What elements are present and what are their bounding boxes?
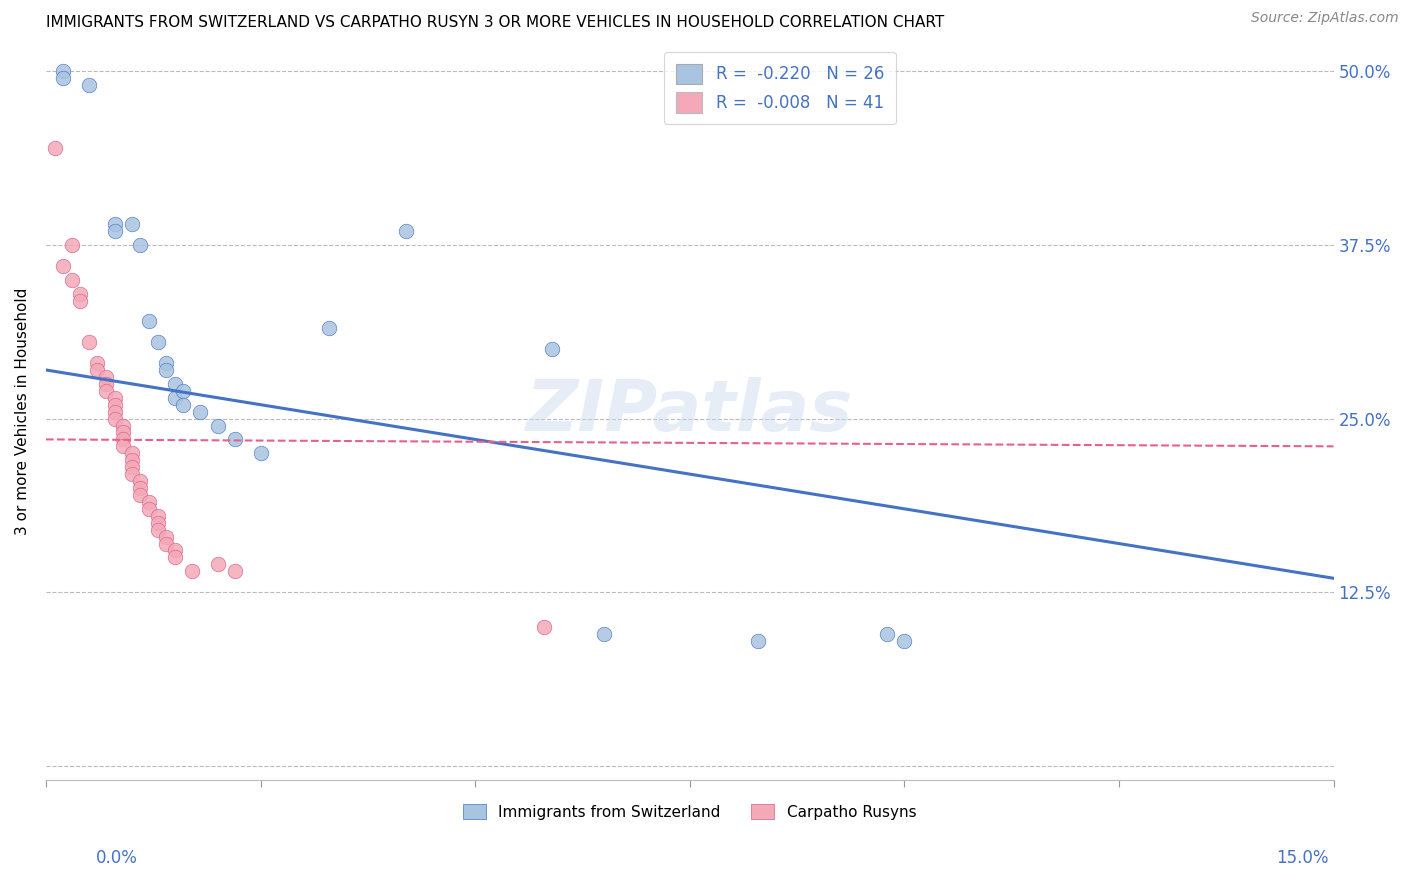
Point <box>318 321 340 335</box>
Text: 15.0%: 15.0% <box>1277 849 1329 867</box>
Point <box>224 433 246 447</box>
Point <box>121 467 143 482</box>
Point <box>69 293 91 308</box>
Point <box>104 404 127 418</box>
Point <box>155 536 177 550</box>
Text: Source: ZipAtlas.com: Source: ZipAtlas.com <box>1251 11 1399 25</box>
Point <box>155 356 177 370</box>
Point <box>163 391 186 405</box>
Point <box>593 627 616 641</box>
Point <box>104 411 127 425</box>
Point <box>60 273 83 287</box>
Point <box>112 418 135 433</box>
Point <box>155 530 177 544</box>
Point <box>876 627 898 641</box>
Point <box>155 363 177 377</box>
Text: ZIPatlas: ZIPatlas <box>526 377 853 446</box>
Point <box>163 543 186 558</box>
Point <box>86 363 108 377</box>
Point <box>52 71 75 86</box>
Point <box>104 224 127 238</box>
Point <box>893 633 915 648</box>
Point <box>104 398 127 412</box>
Point <box>121 446 143 460</box>
Point <box>129 481 152 495</box>
Point <box>163 550 186 565</box>
Point <box>121 453 143 467</box>
Point <box>77 78 100 93</box>
Point <box>146 516 169 530</box>
Point <box>86 356 108 370</box>
Y-axis label: 3 or more Vehicles in Household: 3 or more Vehicles in Household <box>15 288 30 535</box>
Point <box>94 384 117 398</box>
Point <box>146 523 169 537</box>
Point <box>121 460 143 475</box>
Point <box>138 314 160 328</box>
Point <box>129 474 152 488</box>
Point <box>94 376 117 391</box>
Point <box>533 620 555 634</box>
Point <box>112 433 135 447</box>
Legend: Immigrants from Switzerland, Carpatho Rusyns: Immigrants from Switzerland, Carpatho Ru… <box>456 796 924 827</box>
Point <box>172 384 194 398</box>
Point <box>138 501 160 516</box>
Point <box>112 439 135 453</box>
Point <box>129 488 152 502</box>
Point <box>104 217 127 231</box>
Point <box>146 508 169 523</box>
Point <box>129 238 152 252</box>
Point <box>541 342 564 356</box>
Point <box>207 558 229 572</box>
Point <box>190 404 212 418</box>
Point <box>180 564 202 578</box>
Point <box>44 141 66 155</box>
Point <box>94 370 117 384</box>
Point <box>121 217 143 231</box>
Point <box>112 425 135 440</box>
Point <box>207 418 229 433</box>
Point <box>52 259 75 273</box>
Point <box>747 633 769 648</box>
Point <box>77 335 100 350</box>
Text: IMMIGRANTS FROM SWITZERLAND VS CARPATHO RUSYN 3 OR MORE VEHICLES IN HOUSEHOLD CO: IMMIGRANTS FROM SWITZERLAND VS CARPATHO … <box>46 15 945 30</box>
Point <box>172 398 194 412</box>
Point <box>395 224 418 238</box>
Point <box>69 286 91 301</box>
Point <box>60 238 83 252</box>
Point <box>224 564 246 578</box>
Point <box>249 446 271 460</box>
Point <box>52 64 75 78</box>
Point <box>146 335 169 350</box>
Point <box>138 495 160 509</box>
Point <box>104 391 127 405</box>
Point <box>163 376 186 391</box>
Text: 0.0%: 0.0% <box>96 849 138 867</box>
